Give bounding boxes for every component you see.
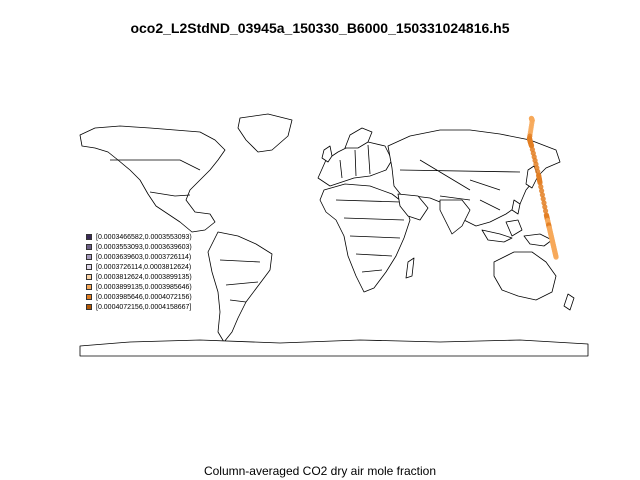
- australia: [493, 251, 557, 301]
- legend-swatch: [86, 254, 92, 260]
- legend-swatch: [86, 244, 92, 250]
- canada-border: [110, 159, 201, 171]
- world-landmasses: [79, 113, 589, 357]
- new-guinea: [523, 233, 553, 247]
- india: [439, 199, 471, 235]
- great-britain: [321, 145, 333, 163]
- legend-item: [0.0003553093,0.0003639603): [86, 242, 192, 252]
- legend-item: [0.0003726114,0.0003812624): [86, 262, 192, 272]
- south-america: [207, 231, 273, 343]
- africa-borders: [335, 199, 405, 273]
- legend-label: [0.0003899135,0.0003985646): [96, 283, 192, 291]
- legend-item: [0.0003812624,0.0003899135): [86, 272, 192, 282]
- legend-swatch: [86, 274, 92, 280]
- indonesia: [481, 229, 513, 243]
- sounding-point: [541, 200, 547, 206]
- legend-swatch: [86, 304, 92, 310]
- legend-swatch: [86, 294, 92, 300]
- greenland: [237, 113, 293, 153]
- japan: [525, 165, 539, 189]
- legend-label: [0.0003985646,0.0004072156): [96, 293, 192, 301]
- us-mexico-border: [149, 191, 191, 197]
- south-america-borders: [219, 259, 261, 303]
- legend-label: [0.0003553093,0.0003639603): [96, 243, 192, 251]
- legend-label: [0.0003812624,0.0003899135): [96, 273, 192, 281]
- sounding-point: [539, 192, 546, 198]
- oco2-track: [526, 115, 559, 260]
- africa: [319, 183, 411, 293]
- legend-label: [0.0004072156,0.0004158667]: [96, 303, 192, 311]
- antarctica: [79, 339, 589, 357]
- sounding-point: [538, 184, 544, 190]
- arabian-peninsula: [397, 193, 429, 221]
- map-subtitle: Column-averaged CO2 dry air mole fractio…: [203, 464, 437, 478]
- legend-label: [0.0003639603,0.0003726114): [96, 253, 192, 261]
- sounding-point: [537, 180, 543, 186]
- legend-label: [0.0003466582,0.0003553093): [96, 233, 192, 241]
- legend-item: [0.0003985646,0.0004072156): [86, 292, 192, 302]
- philippines: [511, 199, 521, 215]
- sounding-point: [553, 254, 559, 260]
- sounding-point: [542, 204, 548, 210]
- sounding-point: [542, 208, 549, 214]
- legend-item: [0.0004072156,0.0004158667]: [86, 302, 192, 312]
- borneo: [505, 219, 523, 237]
- legend-item: [0.0003899135,0.0003985646): [86, 282, 192, 292]
- legend: [0.0003466582,0.0003553093) [0.000355309…: [86, 232, 192, 312]
- legend-item: [0.0003639603,0.0003726114): [86, 252, 192, 262]
- north-america: [79, 125, 226, 233]
- map-title: oco2_L2StdND_03945a_150330_B6000_1503310…: [130, 20, 510, 36]
- legend-swatch: [86, 264, 92, 270]
- legend-swatch: [86, 284, 92, 290]
- europe-borders: [339, 144, 371, 179]
- legend-swatch: [86, 234, 92, 240]
- sounding-point: [539, 188, 545, 194]
- madagascar: [405, 257, 415, 279]
- legend-item: [0.0003466582,0.0003553093): [86, 232, 192, 242]
- new-zealand: [563, 293, 575, 311]
- legend-label: [0.0003726114,0.0003812624): [96, 263, 192, 271]
- scandinavia: [344, 127, 373, 149]
- sounding-point: [540, 196, 546, 202]
- asia-borders: [399, 159, 521, 211]
